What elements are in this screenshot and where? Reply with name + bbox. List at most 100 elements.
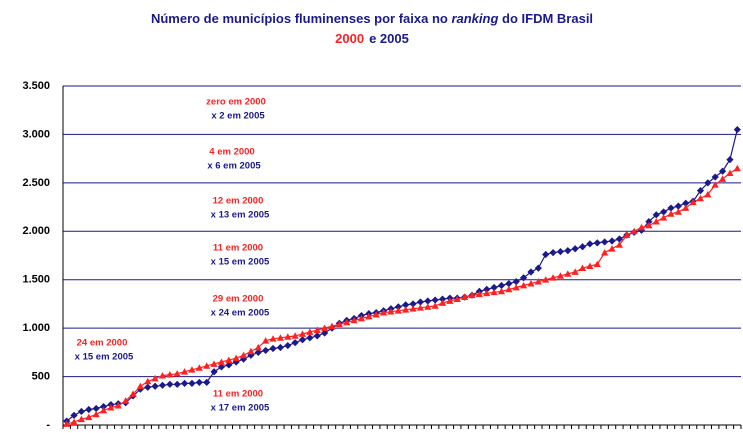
point	[313, 332, 321, 340]
point	[99, 406, 108, 414]
y-tick-label: 2.500	[22, 177, 50, 189]
point	[623, 231, 631, 239]
point	[357, 314, 366, 322]
point	[70, 418, 78, 425]
point	[696, 194, 705, 202]
point	[114, 402, 122, 409]
series-line	[66, 167, 738, 425]
point	[298, 330, 307, 337]
point	[512, 283, 520, 291]
point	[490, 283, 498, 292]
point	[92, 404, 100, 413]
point	[601, 238, 609, 246]
annotation: zero em 2000	[206, 97, 266, 108]
annotation: x 15 em 2005	[211, 257, 270, 268]
annotation: 12 em 2000	[213, 196, 264, 207]
point	[578, 264, 587, 271]
point	[571, 268, 579, 275]
point	[682, 204, 690, 211]
point	[284, 333, 292, 340]
point	[306, 328, 314, 335]
point	[704, 190, 712, 198]
annotation: x 24 em 2005	[211, 308, 270, 319]
point	[203, 378, 211, 386]
point	[254, 343, 262, 351]
annotation: 11 em 2000	[213, 243, 263, 254]
point	[158, 372, 167, 379]
point	[247, 347, 255, 355]
annotation: x 13 em 2005	[211, 210, 270, 221]
point	[660, 208, 668, 216]
point	[136, 385, 144, 393]
point	[313, 326, 321, 333]
point	[593, 260, 601, 268]
point	[542, 250, 550, 259]
y-tick-label: 1.500	[22, 274, 50, 286]
point	[424, 303, 432, 310]
point	[497, 281, 506, 290]
point	[556, 248, 565, 256]
point	[527, 279, 535, 287]
point	[534, 278, 542, 285]
annotation: 11 em 2000	[213, 389, 263, 400]
point	[490, 288, 498, 296]
annotation: 29 em 2000	[213, 294, 264, 305]
point	[564, 270, 572, 277]
point	[718, 175, 727, 182]
point	[379, 309, 388, 316]
point	[144, 377, 152, 385]
point	[689, 198, 697, 206]
point	[136, 382, 144, 390]
point	[630, 227, 638, 235]
point	[365, 312, 373, 320]
y-tick-label: 3.000	[22, 128, 50, 140]
point	[63, 420, 71, 427]
point	[483, 289, 491, 297]
point	[534, 264, 542, 272]
chart-subtitle: 2000 e 2005	[335, 31, 409, 46]
point	[409, 305, 417, 312]
point	[402, 306, 410, 313]
point	[645, 218, 653, 226]
annotation: x 6 em 2005	[207, 161, 261, 172]
point	[151, 382, 159, 390]
point	[497, 287, 506, 295]
point	[446, 297, 454, 304]
point	[571, 245, 579, 253]
point	[652, 218, 660, 225]
point	[210, 360, 218, 367]
point	[564, 247, 572, 255]
subtitle-part: e 2005	[369, 31, 409, 46]
point	[402, 301, 410, 309]
point	[321, 324, 329, 332]
subtitle-part: 2000	[335, 31, 364, 46]
point	[593, 239, 601, 247]
point	[542, 276, 550, 283]
point	[416, 298, 425, 306]
point	[217, 363, 226, 371]
point	[682, 199, 690, 207]
point	[726, 169, 734, 177]
point	[77, 407, 86, 416]
title-part: Número de municípios fluminenses por fai…	[151, 11, 452, 26]
point	[122, 397, 130, 404]
annotation: x 15 em 2005	[75, 352, 134, 363]
point	[608, 245, 616, 252]
point	[239, 351, 248, 359]
point	[527, 268, 535, 276]
point	[696, 187, 705, 195]
point	[394, 307, 402, 314]
y-tick-label: 1.000	[22, 322, 50, 334]
point	[372, 310, 380, 318]
point	[210, 368, 218, 376]
point	[166, 380, 174, 388]
point	[151, 374, 159, 382]
point	[70, 411, 78, 419]
y-tick-label: 2.000	[22, 225, 50, 237]
point	[232, 354, 240, 362]
point	[180, 379, 189, 387]
point	[431, 302, 439, 309]
point	[394, 303, 402, 311]
point	[173, 380, 181, 388]
point	[601, 248, 609, 256]
